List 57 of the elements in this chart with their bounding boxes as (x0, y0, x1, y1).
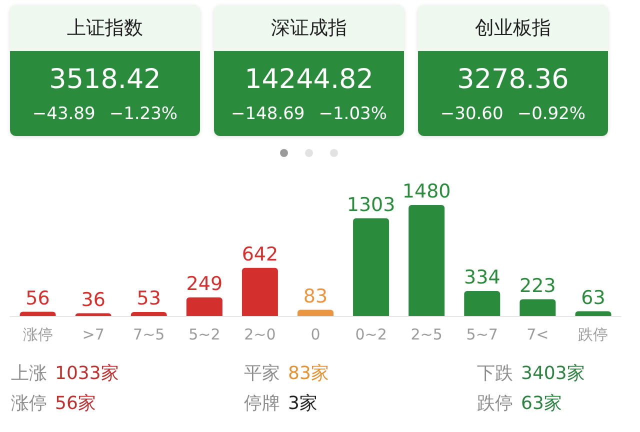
bar (20, 312, 56, 316)
category-label: 涨停 (11, 393, 47, 414)
x-tick-label: 2~5 (410, 326, 442, 344)
bar (242, 268, 278, 316)
data-label: 642 (242, 243, 278, 266)
x-tick-label: 7< (526, 326, 549, 344)
text: 63家 (521, 393, 562, 414)
text: −0.92% (517, 103, 586, 126)
category-label: 停牌 (244, 393, 280, 414)
text: 3403家 (521, 363, 585, 384)
text: −30.60 (440, 103, 504, 126)
data-label: 3278.36 (456, 63, 570, 96)
data-label: 53 (136, 288, 161, 310)
text: −43.89 (32, 103, 96, 126)
text: 1033家 (55, 363, 119, 384)
data-label: 1480 (402, 180, 451, 202)
bar (298, 310, 334, 316)
data-label: 56 (26, 287, 50, 310)
x-tick-label: 跌停 (578, 326, 608, 344)
category-label: 上涨 (11, 363, 47, 384)
text: −1.23% (109, 103, 178, 126)
data-label: 223 (520, 274, 556, 297)
data-label: 36 (81, 288, 106, 311)
data-label: 14244.82 (244, 63, 374, 96)
x-tick-label: 7~5 (133, 326, 165, 344)
x-tick-label: 5~2 (188, 326, 220, 344)
data-label: 83 (303, 285, 328, 308)
text: 深证成指 (214, 5, 404, 51)
bar (186, 297, 222, 316)
data-label: 249 (186, 272, 223, 295)
data-label: 63 (581, 286, 606, 309)
bar (520, 299, 556, 316)
data-label: 1303 (346, 194, 396, 216)
text: 创业板指 (418, 5, 608, 51)
bar (353, 218, 390, 316)
bar (130, 312, 167, 316)
x-tick-label: 0 (310, 326, 320, 344)
text: 56家 (55, 393, 96, 414)
text: −1.03% (318, 103, 387, 126)
x-tick-label: 0~2 (355, 326, 387, 344)
data-label: 334 (464, 266, 500, 288)
data-label: 3518.42 (48, 63, 162, 96)
text: −148.69 (231, 103, 305, 126)
category-label: 跌停 (477, 393, 513, 414)
x-tick-label: 涨停 (22, 326, 53, 344)
x-tick-label: 5~7 (466, 326, 498, 344)
x-tick-label: >7 (82, 326, 104, 344)
bar (75, 313, 112, 316)
text: 上证指数 (10, 5, 200, 51)
bar (464, 290, 500, 316)
text: 83家 (288, 363, 329, 384)
category-label: 平家 (244, 363, 280, 384)
bar (408, 205, 445, 316)
x-tick-label: 2~0 (244, 326, 276, 344)
bar (575, 311, 612, 316)
text: 3家 (288, 393, 318, 414)
category-label: 下跌 (477, 363, 513, 384)
